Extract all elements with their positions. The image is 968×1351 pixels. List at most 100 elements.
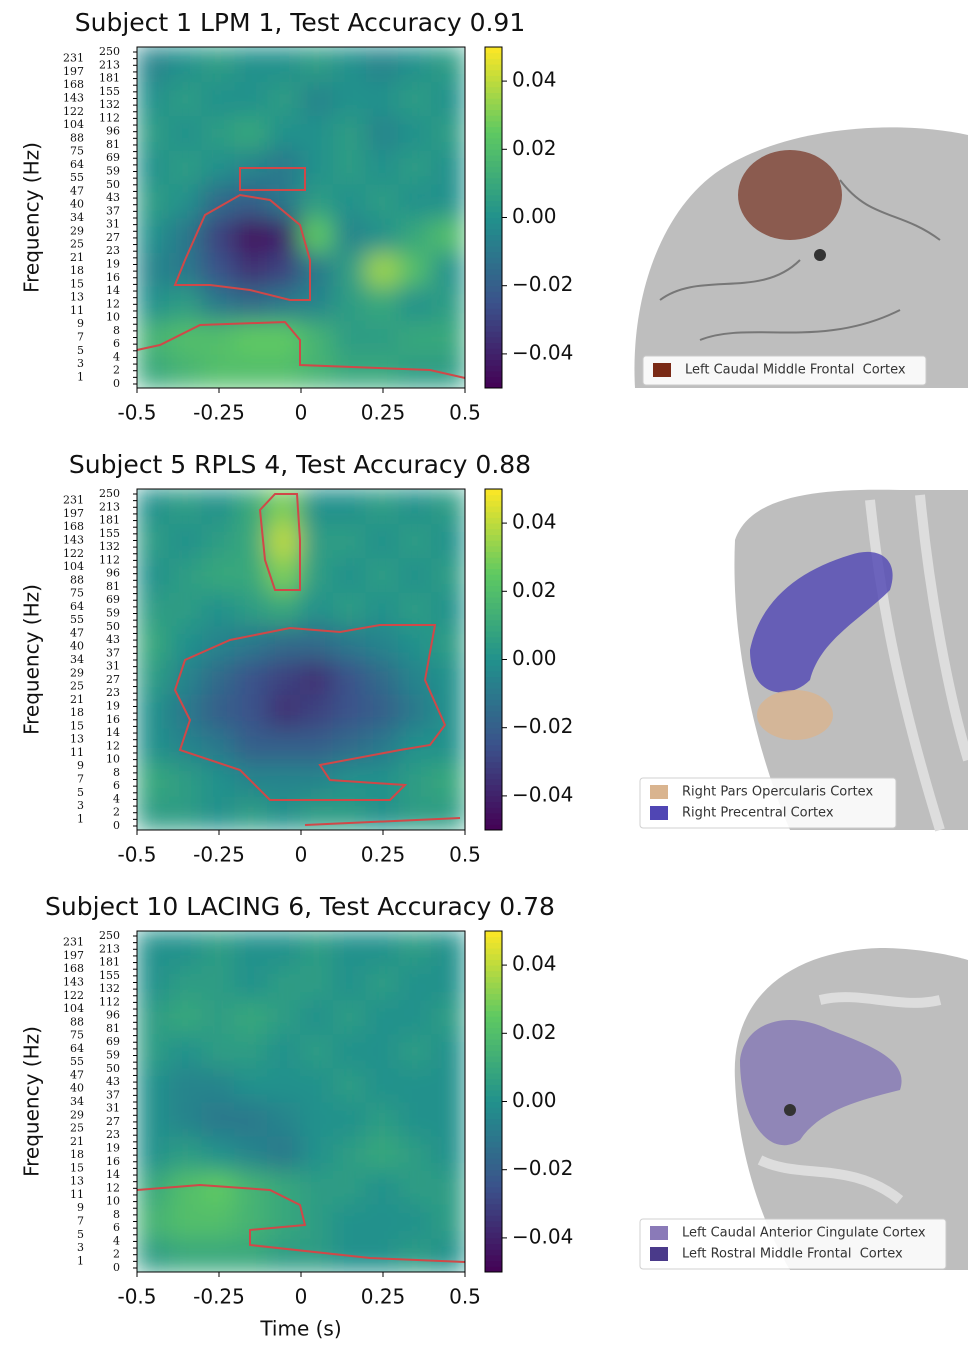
heat-cell bbox=[365, 148, 401, 185]
y-tick-label: 96 bbox=[106, 567, 120, 580]
colorbar-segment bbox=[485, 1175, 502, 1182]
colorbar-segment bbox=[485, 1181, 502, 1188]
colorbar-segment bbox=[485, 81, 502, 88]
y-tick-label: 13 bbox=[70, 291, 84, 304]
colorbar-segment bbox=[485, 942, 502, 949]
heat-cell bbox=[234, 114, 270, 151]
y-tick-label: 112 bbox=[99, 995, 120, 1008]
colorbar-segment bbox=[485, 1107, 502, 1114]
heat-cell bbox=[137, 250, 171, 287]
colorbar-segment bbox=[485, 58, 502, 65]
colorbar-segment bbox=[485, 1061, 502, 1068]
colorbar-segment bbox=[485, 257, 502, 264]
heat-cell bbox=[201, 658, 237, 695]
heat-cell bbox=[267, 760, 302, 797]
heat-cell bbox=[332, 760, 368, 797]
y-tick-label: 40 bbox=[70, 198, 84, 211]
colorbar-segment bbox=[485, 1124, 502, 1131]
heat-cell bbox=[431, 1168, 465, 1205]
colorbar-tick-label: 0.00 bbox=[512, 1088, 557, 1112]
heat-cell bbox=[398, 931, 434, 967]
heat-cell bbox=[267, 590, 302, 627]
colorbar-tick-label: −0.02 bbox=[512, 1156, 573, 1180]
chart-title: Subject 10 LACING 6, Test Accuracy 0.78 bbox=[45, 892, 555, 921]
y-tick-label: 81 bbox=[106, 1022, 120, 1035]
colorbar-segment bbox=[485, 1198, 502, 1205]
heat-cell bbox=[365, 1236, 401, 1272]
colorbar-segment bbox=[485, 773, 502, 780]
colorbar-segment bbox=[485, 1192, 502, 1199]
colorbar-segment bbox=[485, 177, 502, 184]
heat-cell bbox=[332, 489, 368, 525]
heat-cell bbox=[168, 1032, 204, 1069]
heat-cell bbox=[168, 47, 204, 83]
heat-cell bbox=[332, 556, 368, 593]
colorbar-segment bbox=[485, 494, 502, 501]
colorbar-segment bbox=[485, 331, 502, 338]
legend-swatch bbox=[650, 1226, 668, 1240]
heat-cell bbox=[431, 1066, 465, 1103]
colorbar-segment bbox=[485, 1260, 502, 1267]
heat-cell bbox=[201, 489, 237, 525]
y-tick-label: 5 bbox=[77, 344, 84, 357]
colorbar-segment bbox=[485, 682, 502, 689]
colorbar-segment bbox=[485, 280, 502, 287]
y-tick-label: 21 bbox=[70, 1135, 84, 1148]
colorbar-segment bbox=[485, 69, 502, 76]
y-tick-label: 15 bbox=[70, 277, 84, 290]
heat-cell bbox=[398, 624, 434, 661]
y-tick-label: 69 bbox=[106, 151, 120, 164]
y-tick-label: 15 bbox=[70, 719, 84, 732]
colorbar-segment bbox=[485, 1038, 502, 1046]
y-tick-label: 104 bbox=[63, 560, 84, 573]
heat-cell bbox=[300, 284, 335, 321]
heat-cell bbox=[398, 692, 434, 729]
y-tick-label: 50 bbox=[106, 178, 120, 191]
colorbar-segment bbox=[485, 551, 502, 558]
heat-cell bbox=[137, 1032, 171, 1069]
colorbar-segment bbox=[485, 353, 502, 361]
heat-cell bbox=[365, 80, 401, 117]
colorbar-segment bbox=[485, 1209, 502, 1216]
y-tick-label: 132 bbox=[99, 982, 120, 995]
y-tick-label: 27 bbox=[106, 231, 120, 244]
colorbar-segment bbox=[485, 540, 502, 547]
heat-cell bbox=[398, 590, 434, 627]
heat-cell bbox=[234, 1032, 270, 1069]
colorbar-segment bbox=[485, 1237, 502, 1245]
colorbar-segment bbox=[485, 143, 502, 150]
y-tick-label: 37 bbox=[106, 1088, 120, 1101]
heat-cell bbox=[332, 658, 368, 695]
y-tick-label: 213 bbox=[99, 942, 120, 955]
colorbar-segment bbox=[485, 297, 502, 304]
colorbar-segment bbox=[485, 1146, 502, 1154]
heat-cell bbox=[431, 1202, 465, 1239]
colorbar-segment bbox=[485, 506, 502, 513]
heat-cell bbox=[431, 182, 465, 219]
heat-cell bbox=[365, 182, 401, 219]
heat-cell bbox=[365, 1202, 401, 1239]
colorbar-tick-label: 0.02 bbox=[512, 136, 557, 160]
colorbar-segment bbox=[485, 784, 502, 791]
colorbar-segment bbox=[485, 511, 502, 518]
heat-cell bbox=[168, 1202, 204, 1239]
y-tick-label: 181 bbox=[99, 72, 120, 85]
colorbar-segment bbox=[485, 1118, 502, 1125]
heat-cell bbox=[201, 1100, 237, 1137]
heat-cell bbox=[267, 250, 302, 287]
colorbar-segment bbox=[485, 568, 502, 575]
y-tick-label: 18 bbox=[70, 706, 84, 719]
heat-cell bbox=[365, 692, 401, 729]
colorbar-segment bbox=[485, 172, 502, 179]
heat-cell bbox=[332, 522, 368, 559]
colorbar-segment bbox=[485, 790, 502, 797]
colorbar-segment bbox=[485, 602, 502, 609]
colorbar-segment bbox=[485, 965, 502, 972]
y-tick-label: 25 bbox=[70, 1122, 84, 1135]
colorbar-segment bbox=[485, 103, 502, 111]
heat-cell bbox=[137, 114, 171, 151]
y-tick-label: 34 bbox=[70, 1095, 84, 1108]
colorbar-tick-label: −0.04 bbox=[512, 782, 573, 806]
y-tick-label: 29 bbox=[70, 224, 84, 237]
heat-cell bbox=[332, 1032, 368, 1069]
